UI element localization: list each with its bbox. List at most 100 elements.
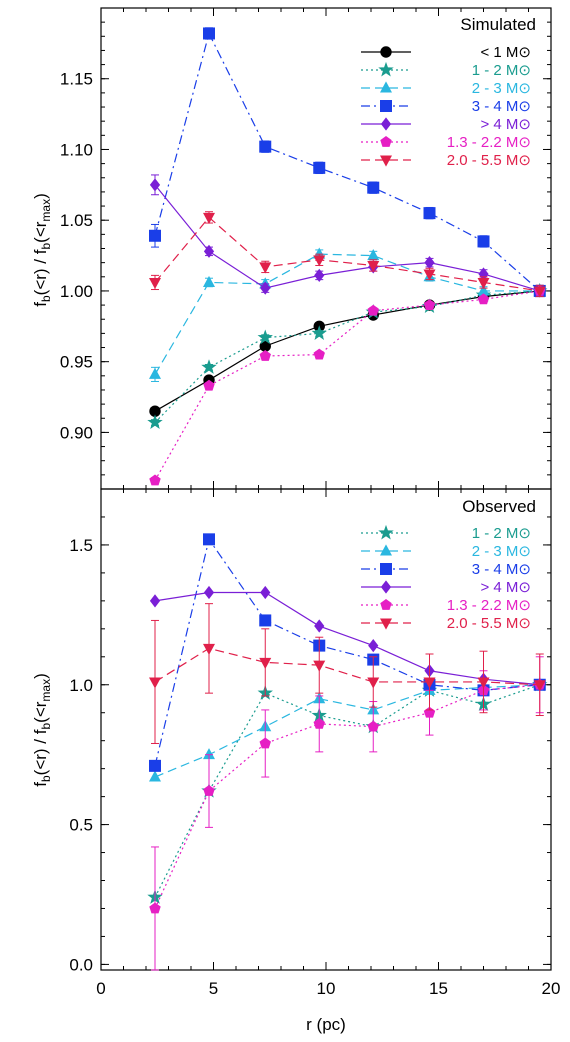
top-series-2-3-m-point: [149, 367, 161, 379]
top-series-2.0-5.5-m-point: [313, 255, 326, 267]
top-series-4-m-point: [260, 281, 271, 295]
top-series-1-m: [149, 285, 546, 417]
top-legend-marker: [380, 81, 392, 93]
top-series-1-m-line: [154, 290, 540, 412]
bottom-y-tick-label: 1.0: [69, 676, 93, 695]
bottom-series-2.0-5.5-m-line: [154, 647, 540, 686]
top-legend: < 1 M⊙1 - 2 M⊙2 - 3 M⊙3 - 4 M⊙> 4 M⊙1.3 …: [361, 44, 531, 169]
bottom-series-1.3-2.2-m-point: [367, 720, 379, 732]
bottom-series-4-m-point: [203, 585, 215, 600]
bottom-series-2.0-5.5-m-point: [149, 677, 161, 689]
bottom-legend-marker: [380, 580, 392, 594]
top-series-4-m-point: [203, 244, 215, 258]
top-y-tick-label: 1.10: [60, 140, 93, 159]
bottom-legend-marker: [380, 618, 392, 630]
bottom-panel-title: Observed: [462, 497, 536, 516]
top-series-4-m-line: [154, 184, 540, 292]
bottom-legend-label: 1.3 - 2.2 M⊙: [447, 597, 531, 614]
top-y-tick-label: 0.90: [60, 423, 93, 442]
bottom-y-axis-label: fb(<r) / fb(<rmax): [31, 673, 53, 787]
bottom-series-2.0-5.5-m-point: [259, 657, 272, 669]
bottom-series-4-m-point: [368, 639, 379, 653]
top-legend-label: 1 - 2 M⊙: [472, 62, 531, 79]
top-series-3-4-m-point: [367, 181, 380, 194]
bottom-series-1.3-2.2-m-point: [203, 785, 215, 796]
top-legend-label: 2.0 - 5.5 M⊙: [447, 152, 531, 169]
top-panel-title: Simulated: [460, 15, 536, 34]
top-series-1.3-2.2-m-point: [259, 350, 271, 361]
bottom-series-2.0-5.5-m-point: [533, 680, 546, 692]
top-legend-label: 2 - 3 M⊙: [472, 80, 531, 97]
top-series-1.3-2.2-m-point: [313, 348, 325, 360]
bottom-panel: 0.0 0.5 1.0 1.5 1 - 2 M⊙2 - 3 M⊙3 - 4 M⊙> 4 …: [69, 489, 552, 974]
top-series-2-3-m-point: [367, 248, 380, 261]
bottom-series-1.3-2.2-m-line: [154, 684, 540, 909]
bottom-series-1.3-2.2-m-point: [259, 737, 271, 749]
top-series-1-2-m-line: [154, 290, 540, 423]
top-y-tick-label: 1.00: [60, 282, 93, 301]
top-series-2.0-5.5-m-point: [477, 277, 490, 290]
top-series-2.0-5.5-m-point: [533, 286, 546, 298]
top-y-tick-label: 1.05: [60, 211, 93, 230]
bottom-series-1.3-2.2-m: [149, 656, 546, 971]
x-axis-label: r (pc): [306, 1015, 346, 1034]
bottom-legend-label: 3 - 4 M⊙: [472, 561, 531, 578]
top-series-4-m-point: [424, 256, 435, 270]
top-series-3-4-m-point: [423, 207, 436, 220]
top-series-3-4-m-line: [154, 31, 541, 292]
top-legend-marker: [380, 117, 392, 131]
top-series-3-4-m-point: [149, 229, 161, 242]
x-tick-label: 15: [429, 979, 448, 998]
top-legend-label: > 4 M⊙: [480, 116, 531, 133]
bottom-legend-marker: [380, 563, 392, 575]
top-series-2.0-5.5-m-point: [203, 212, 215, 224]
bottom-series-3-4-m-point: [203, 533, 215, 546]
top-series-3-4-m-point: [259, 140, 272, 153]
top-y-axis-label: fb(<r) / fb(<rmax): [31, 193, 53, 307]
bottom-y-tick-label: 0.0: [69, 955, 93, 974]
x-tick-label: 10: [317, 979, 336, 998]
x-tick-label: 5: [209, 979, 218, 998]
top-series-3-4-m-point: [203, 27, 215, 40]
top-legend-label: 1.3 - 2.2 M⊙: [447, 134, 531, 151]
bottom-series-3-4-m-line: [154, 537, 540, 766]
top-series-2-3-m-point: [477, 284, 490, 296]
bottom-legend-label: 2 - 3 M⊙: [472, 543, 531, 560]
top-series-1.3-2.2-m-point: [477, 293, 490, 305]
bottom-series-2.0-5.5-m-point: [367, 677, 380, 689]
bottom-series-3-4-m-point: [149, 759, 161, 772]
bottom-legend-marker: [380, 544, 392, 556]
top-series-1-m-point: [259, 340, 271, 352]
top-series-1.3-2.2-m-line: [154, 290, 540, 481]
top-series-1-m-point: [149, 405, 161, 417]
bottom-series-4-m-point: [149, 594, 161, 608]
top-series-2.0-5.5-m-point: [367, 260, 380, 273]
bottom-legend-marker: [380, 599, 392, 610]
top-series-2.0-5.5-m-point: [149, 277, 161, 290]
top-legend-label: 3 - 4 M⊙: [472, 98, 531, 115]
top-series-1-2-m-point: [147, 414, 163, 430]
bottom-legend-label: > 4 M⊙: [480, 579, 531, 596]
top-series-3-4-m-point: [313, 161, 326, 174]
top-y-tick-label: 1.15: [60, 70, 93, 89]
bottom-series-2.0-5.5-m: [149, 603, 546, 744]
top-legend-marker: [380, 46, 392, 58]
bottom-series-1.3-2.2-m-point: [149, 902, 161, 914]
top-series-4-m-point: [314, 268, 325, 282]
top-legend-label: < 1 M⊙: [480, 44, 531, 61]
top-series-1-2-m: [147, 282, 548, 430]
top-legend-marker: [380, 100, 392, 112]
bottom-legend: 1 - 2 M⊙2 - 3 M⊙3 - 4 M⊙> 4 M⊙1.3 - 2.2 …: [361, 524, 531, 632]
bottom-series-4-m: [149, 585, 545, 692]
x-tick-label: 20: [542, 979, 561, 998]
top-series-1-2-m-point: [201, 359, 217, 374]
top-series-2-3-m-point: [203, 275, 215, 287]
x-tick-label: 0: [96, 979, 105, 998]
top-series-2.0-5.5-m-point: [423, 269, 436, 281]
top-series-3-4-m: [149, 27, 546, 298]
top-legend-marker: [378, 61, 394, 77]
bottom-series-3-4-m-point: [259, 614, 272, 627]
bottom-series-2-3-m-point: [203, 748, 215, 760]
top-legend-marker: [380, 136, 392, 147]
